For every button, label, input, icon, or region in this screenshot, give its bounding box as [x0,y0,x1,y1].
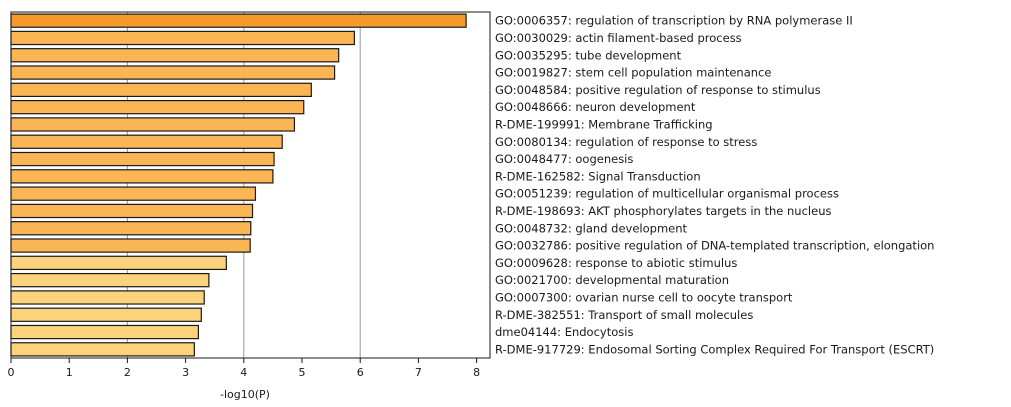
bar [10,99,305,115]
category-label: GO:0048477: oogenesis [495,152,633,166]
category-label: R-DME-198693: AKT phosphorylates targets… [495,204,831,218]
x-tick-label: 7 [415,366,422,379]
bar [10,307,202,322]
category-labels: GO:0006357: regulation of transcription … [495,14,934,357]
category-label: GO:0035295: tube development [495,48,682,62]
bar [10,117,296,132]
bar [10,169,274,184]
bar [10,324,200,340]
x-tick-label: 6 [357,366,364,379]
x-tick-label: 5 [299,366,306,379]
bar [10,238,251,253]
x-tick-label: 1 [66,366,73,379]
category-label: GO:0009628: response to abiotic stimulus [495,256,737,270]
bar [10,290,205,305]
category-label: R-DME-382551: Transport of small molecul… [495,308,753,322]
bar [10,255,227,271]
bar [10,82,312,98]
category-label: GO:0051239: regulation of multicellular … [495,187,839,201]
grid-layer [126,12,361,358]
bar [10,186,257,201]
plot-frame [10,11,491,359]
x-tick-label: 3 [182,366,189,379]
category-label: GO:0021700: developmental maturation [495,273,729,287]
bars-layer [10,13,467,357]
bar [10,48,340,63]
axes-layer [10,11,491,359]
x-tick-label: 4 [240,366,247,379]
category-label: GO:0007300: ovarian nurse cell to oocyte… [495,290,793,304]
bar [10,221,252,236]
category-label: R-DME-917729: Endosomal Sorting Complex … [495,342,934,356]
category-label: GO:0030029: actin filament-based process [495,31,742,45]
x-ticks: 0 1 2 3 4 5 6 7 8 [8,358,480,379]
x-tick-label: 2 [124,366,131,379]
x-tick-label: 8 [473,366,480,379]
category-label: dme04144: Endocytosis [495,325,633,339]
category-label: GO:0048666: neuron development [495,100,696,114]
bar [10,134,283,149]
x-tick-label: 0 [8,366,15,379]
x-axis-label: -log10(P) [220,388,270,401]
category-label: GO:0048732: gland development [495,221,688,235]
bar [10,30,355,46]
category-label: GO:0048584: positive regulation of respo… [495,83,821,97]
category-label: R-DME-199991: Membrane Trafficking [495,117,713,131]
bar [10,272,210,288]
category-label: GO:0006357: regulation of transcription … [495,14,853,28]
bar [10,65,336,80]
category-label: GO:0019827: stem cell population mainten… [495,66,771,80]
category-label: R-DME-162582: Signal Transduction [495,169,701,183]
category-label: GO:0032786: positive regulation of DNA-t… [495,239,934,253]
category-label: GO:0080134: regulation of response to st… [495,135,757,149]
bar [10,13,467,28]
bar [10,342,195,357]
bar [10,203,254,219]
bar [10,151,275,167]
